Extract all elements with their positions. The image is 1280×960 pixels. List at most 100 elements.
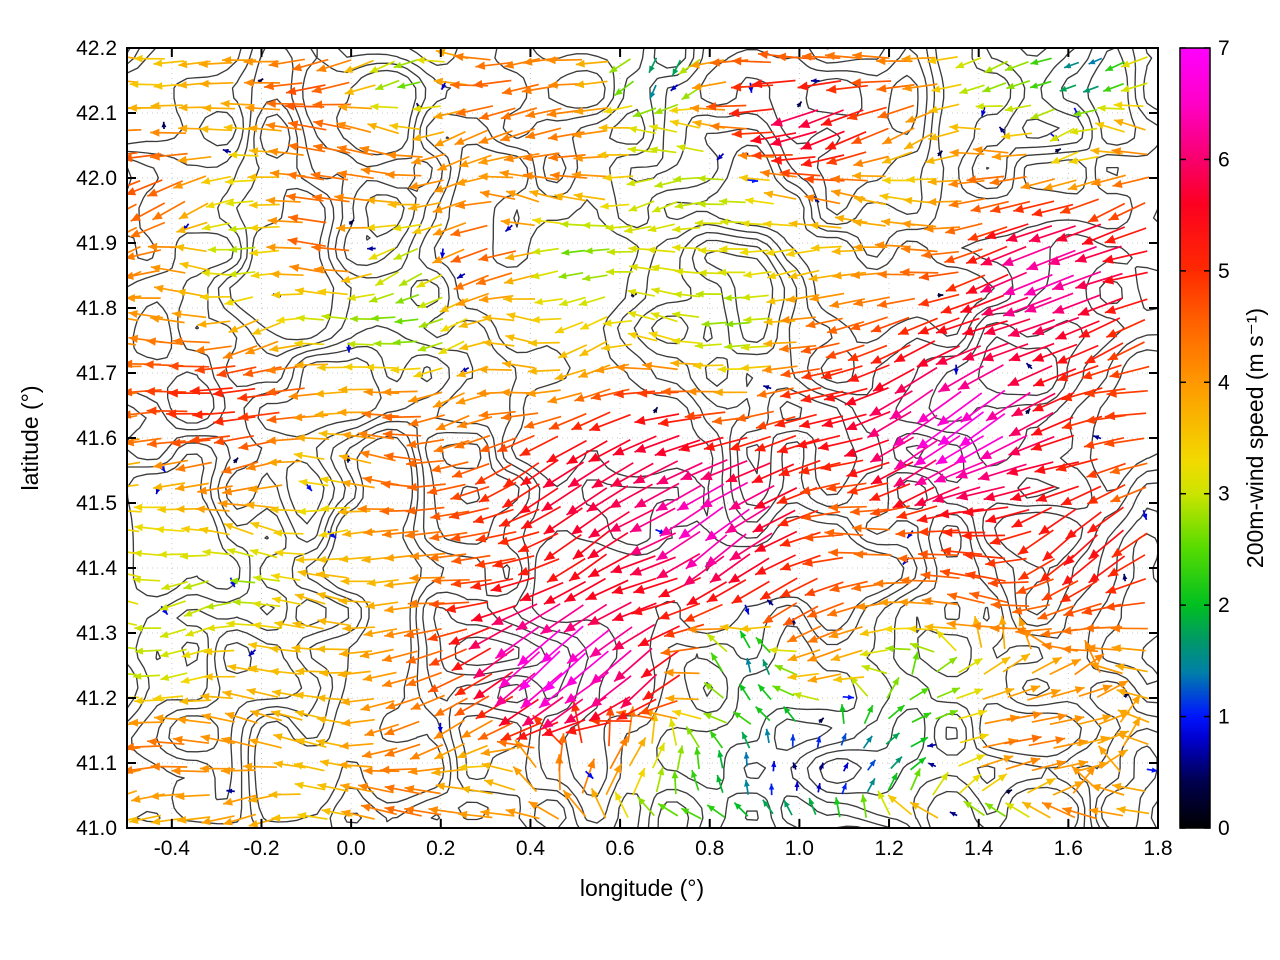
wind-arrow-head <box>695 290 704 298</box>
wind-arrow-head <box>585 591 598 600</box>
wind-arrow-head <box>195 505 205 514</box>
wind-arrow-head <box>628 204 638 212</box>
wind-arrow <box>985 391 1031 422</box>
wind-arrow-head <box>237 392 248 402</box>
wind-arrow-head <box>468 639 481 650</box>
wind-arrow-shaft <box>127 600 139 605</box>
wind-arrow-head <box>524 420 535 429</box>
wind-arrow-head <box>936 630 945 639</box>
wind-arrow-head <box>589 646 602 658</box>
wind-arrow-head <box>108 278 118 286</box>
wind-arrow-head <box>963 551 974 560</box>
wind-arrow-head <box>945 283 957 292</box>
wind-arrow <box>845 410 891 431</box>
wind-arrow-head <box>111 595 120 602</box>
wind-arrow <box>522 152 560 162</box>
wind-arrow-head <box>754 499 766 509</box>
wind-arrow-head <box>201 817 211 826</box>
wind-arrow-head <box>265 196 276 205</box>
wind-arrow <box>676 745 685 771</box>
wind-arrow-head <box>319 669 329 677</box>
wind-arrow-head <box>478 410 489 419</box>
wind-arrow <box>1088 529 1125 560</box>
wind-arrow-head <box>755 706 763 714</box>
wind-arrow <box>955 57 982 69</box>
wind-arrow <box>1034 461 1079 475</box>
wind-arrow-head <box>408 418 419 427</box>
wind-arrow <box>315 570 348 579</box>
wind-arrow <box>1109 462 1148 475</box>
wind-arrow-head <box>296 314 305 322</box>
wind-arrow-head <box>228 151 238 159</box>
wind-arrow <box>650 264 680 272</box>
wind-arrow-head <box>847 486 858 495</box>
wind-arrow-head <box>170 438 181 448</box>
wind-arrow <box>181 648 210 659</box>
wind-arrow <box>175 792 210 801</box>
wind-arrow-head <box>266 436 276 445</box>
wind-arrow-head <box>909 642 919 650</box>
wind-arrow <box>728 557 770 584</box>
wind-arrow <box>571 411 611 431</box>
wind-arrow-head <box>1038 524 1050 535</box>
wind-arrow <box>849 675 869 697</box>
wind-arrow <box>172 735 210 745</box>
wind-arrow-head <box>435 782 445 791</box>
wind-arrow-head <box>175 792 185 801</box>
wind-arrow-head <box>710 572 722 583</box>
wind-arrow-head <box>1028 233 1041 243</box>
wind-arrow-head <box>375 83 384 90</box>
wind-arrow-head <box>178 211 189 219</box>
wind-arrow <box>931 83 962 93</box>
wind-arrow-head <box>434 184 444 193</box>
wind-arrow-head <box>924 224 934 233</box>
wind-arrow-head <box>286 192 296 202</box>
wind-arrow-head <box>532 217 541 225</box>
wind-arrow <box>692 361 724 370</box>
wind-arrow-head <box>179 697 189 706</box>
wind-arrow-head <box>220 99 230 108</box>
wind-arrow-head <box>295 667 305 676</box>
wind-arrow <box>566 628 611 665</box>
wind-arrow <box>228 318 259 334</box>
wind-arrow-head <box>970 204 981 213</box>
wind-arrow-head <box>885 645 894 653</box>
wind-arrow <box>731 580 770 605</box>
wind-arrow <box>197 320 231 328</box>
wind-arrow <box>1115 663 1148 673</box>
wind-arrow-head <box>506 312 516 320</box>
wind-arrow-head <box>937 150 943 157</box>
wind-arrow-head <box>197 486 208 495</box>
wind-arrow-head <box>543 594 556 605</box>
wind-arrow-head <box>768 783 775 790</box>
wind-arrow <box>657 802 679 817</box>
wind-arrow <box>503 295 536 303</box>
wind-arrow <box>293 451 325 461</box>
wind-arrow <box>1008 411 1054 437</box>
wind-arrow <box>833 675 865 683</box>
wind-arrow <box>1050 686 1085 698</box>
wind-arrow <box>317 288 348 296</box>
wind-arrow-head <box>1034 465 1046 475</box>
wind-arrow <box>1116 806 1150 815</box>
wind-arrow-head <box>571 524 583 535</box>
wind-arrow <box>797 80 842 91</box>
wind-arrow-head <box>384 630 395 639</box>
wind-arrow <box>246 687 279 699</box>
wind-arrow-head <box>860 794 868 803</box>
wind-arrow <box>338 649 373 658</box>
wind-arrow <box>359 450 396 462</box>
wind-arrow <box>962 320 1008 336</box>
wind-arrow-head <box>677 745 685 754</box>
wind-arrow <box>127 673 137 676</box>
wind-arrow <box>1027 777 1056 794</box>
wind-arrow <box>501 483 540 509</box>
wind-arrow <box>176 716 212 725</box>
wind-arrow-shaft <box>127 226 138 234</box>
wind-arrow <box>167 388 211 398</box>
wind-arrow-head <box>439 304 450 312</box>
wind-arrow <box>649 146 677 154</box>
wind-arrow-head <box>519 503 531 514</box>
wind-arrow-head <box>370 103 379 111</box>
wind-arrow-head <box>214 436 225 446</box>
